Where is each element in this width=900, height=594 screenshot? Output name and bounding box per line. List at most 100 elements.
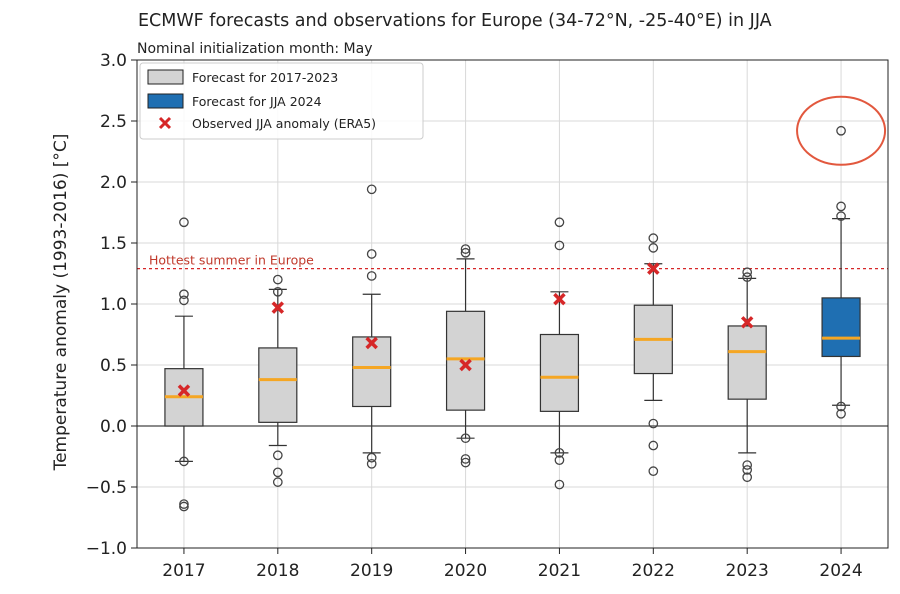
y-tick-label-1: −0.5 xyxy=(86,478,127,498)
outlier-2019-2 xyxy=(366,271,377,281)
y-tick-label-0: −1.0 xyxy=(86,539,127,559)
outlier-2019-4 xyxy=(366,458,377,469)
observed-cross-b-2022 xyxy=(647,262,660,275)
outlier-2023-3 xyxy=(742,465,753,475)
boxplot-2021 xyxy=(539,217,580,490)
observed-marker-2020 xyxy=(459,358,472,372)
outlier-2024-3 xyxy=(836,401,846,412)
box-2018 xyxy=(258,347,298,423)
x-tick-label-2024: 2024 xyxy=(819,561,862,581)
boxplot-2024 xyxy=(821,125,861,419)
outlier-2020-4 xyxy=(460,457,471,468)
observed-marker-2023 xyxy=(740,316,754,329)
outlier-2018-3 xyxy=(272,467,283,478)
outlier-2023-4 xyxy=(742,472,753,483)
legend-label-observed: Observed JJA anomaly (ERA5) xyxy=(192,116,376,131)
box-2020 xyxy=(445,310,486,411)
boxplots xyxy=(164,125,861,512)
outlier-2023-0 xyxy=(742,267,753,278)
observed-marker-2018 xyxy=(271,301,285,314)
outlier-2021-1 xyxy=(554,240,565,251)
legend-label-forecast-2017-2023: Forecast for 2017-2023 xyxy=(192,70,338,85)
outlier-2018-4 xyxy=(272,477,283,487)
y-tick-label-5: 1.5 xyxy=(100,234,127,254)
outlier-2022-3 xyxy=(648,440,659,451)
outlier-2017-0 xyxy=(179,217,189,228)
outlier-2018-1 xyxy=(272,286,283,297)
outlier-2020-1 xyxy=(460,247,471,258)
outlier-2023-1 xyxy=(742,272,753,283)
boxplot-2023 xyxy=(727,267,767,483)
boxplot-2019 xyxy=(352,184,392,469)
y-tick-label-3: 0.5 xyxy=(100,356,127,376)
outlier-2021-2 xyxy=(554,447,565,458)
outlier-2024-2 xyxy=(836,211,846,222)
observed-cross-b-2021 xyxy=(553,292,566,306)
box-2024 xyxy=(821,297,861,358)
legend-swatch-forecast-2017-2023 xyxy=(147,69,184,85)
outlier-2020-3 xyxy=(460,454,471,464)
plot-frame xyxy=(136,59,889,549)
y-tick-label-6: 2.0 xyxy=(100,173,127,193)
y-tick-label-4: 1.0 xyxy=(100,295,127,315)
outlier-2022-4 xyxy=(648,466,659,476)
outlier-2018-2 xyxy=(272,450,283,461)
outlier-2024-4 xyxy=(836,408,846,419)
box-2019 xyxy=(352,336,392,408)
outlier-2021-4 xyxy=(554,479,565,490)
legend-swatch-forecast-2024 xyxy=(147,93,184,109)
boxplot-2022 xyxy=(633,233,673,476)
observed-cross-b-2018 xyxy=(271,301,285,314)
observed-marker-2019 xyxy=(365,336,378,350)
x-tick-label-2019: 2019 xyxy=(350,561,393,581)
hottest-summer-label: Hottest summer in Europe xyxy=(149,253,314,268)
legend-cross-icon xyxy=(158,116,172,130)
y-tick-label-8: 3.0 xyxy=(100,51,127,71)
outlier-2017-4 xyxy=(179,499,189,509)
chart-subtitle: Nominal initialization month: May xyxy=(137,41,373,57)
axis-ticks: −1.0 −0.5 0.0 0.5 1.0 1.5 2.0 2.5 3.0 2017 2018 201… xyxy=(86,51,863,581)
outlier-2019-1 xyxy=(366,249,377,259)
outlier-2017-3 xyxy=(179,456,189,467)
outlier-2022-0 xyxy=(648,233,659,243)
box-2021 xyxy=(539,333,580,412)
outlier-2017-1 xyxy=(179,289,189,300)
outlier-2020-2 xyxy=(460,433,471,444)
outlier-2023-2 xyxy=(742,460,753,470)
observed-cross-b-2017 xyxy=(177,384,191,397)
legend-label-forecast-2024: Forecast for JJA 2024 xyxy=(192,94,322,109)
boxplot-2017 xyxy=(164,217,204,512)
outlier-2018-0 xyxy=(272,274,283,285)
observed-marker-2017 xyxy=(177,384,191,397)
outlier-2020-0 xyxy=(460,244,471,254)
observed-cross-b-2019 xyxy=(365,336,378,350)
y-tick-label-2: 0.0 xyxy=(100,417,127,437)
outlier-2022-1 xyxy=(648,243,659,253)
outlier-2021-0 xyxy=(554,217,565,228)
x-tick-label-2022: 2022 xyxy=(632,561,675,581)
outlier-2019-3 xyxy=(366,452,377,463)
outlier-2017-2 xyxy=(179,295,189,306)
outlier-2017-5 xyxy=(179,501,189,512)
boxplot-2020 xyxy=(445,244,486,468)
observed-marker-2022 xyxy=(647,262,660,275)
legend-frame xyxy=(139,62,424,140)
x-tick-label-2017: 2017 xyxy=(162,561,205,581)
y-axis-label: Temperature anomaly (1993-2016) [°C] xyxy=(51,134,71,472)
x-tick-label-2023: 2023 xyxy=(726,561,769,581)
x-tick-label-2020: 2020 xyxy=(444,561,487,581)
outlier-2024-1 xyxy=(836,201,846,212)
x-tick-label-2021: 2021 xyxy=(538,561,581,581)
x-tick-label-2018: 2018 xyxy=(256,561,299,581)
observed-cross-b-2023 xyxy=(740,316,754,329)
outlier-2024-0 xyxy=(836,125,846,136)
box-2023 xyxy=(727,325,767,400)
observed-cross-b-2020 xyxy=(459,358,472,372)
boxplot-2018 xyxy=(258,274,298,487)
chart-title: ECMWF forecasts and observations for Eur… xyxy=(138,11,772,31)
observed-marker-2021 xyxy=(553,292,566,306)
highlight-circle-2024 xyxy=(796,95,887,166)
outlier-2021-3 xyxy=(554,455,565,466)
legend: Forecast for 2017-2023 Forecast for JJA … xyxy=(139,62,424,140)
